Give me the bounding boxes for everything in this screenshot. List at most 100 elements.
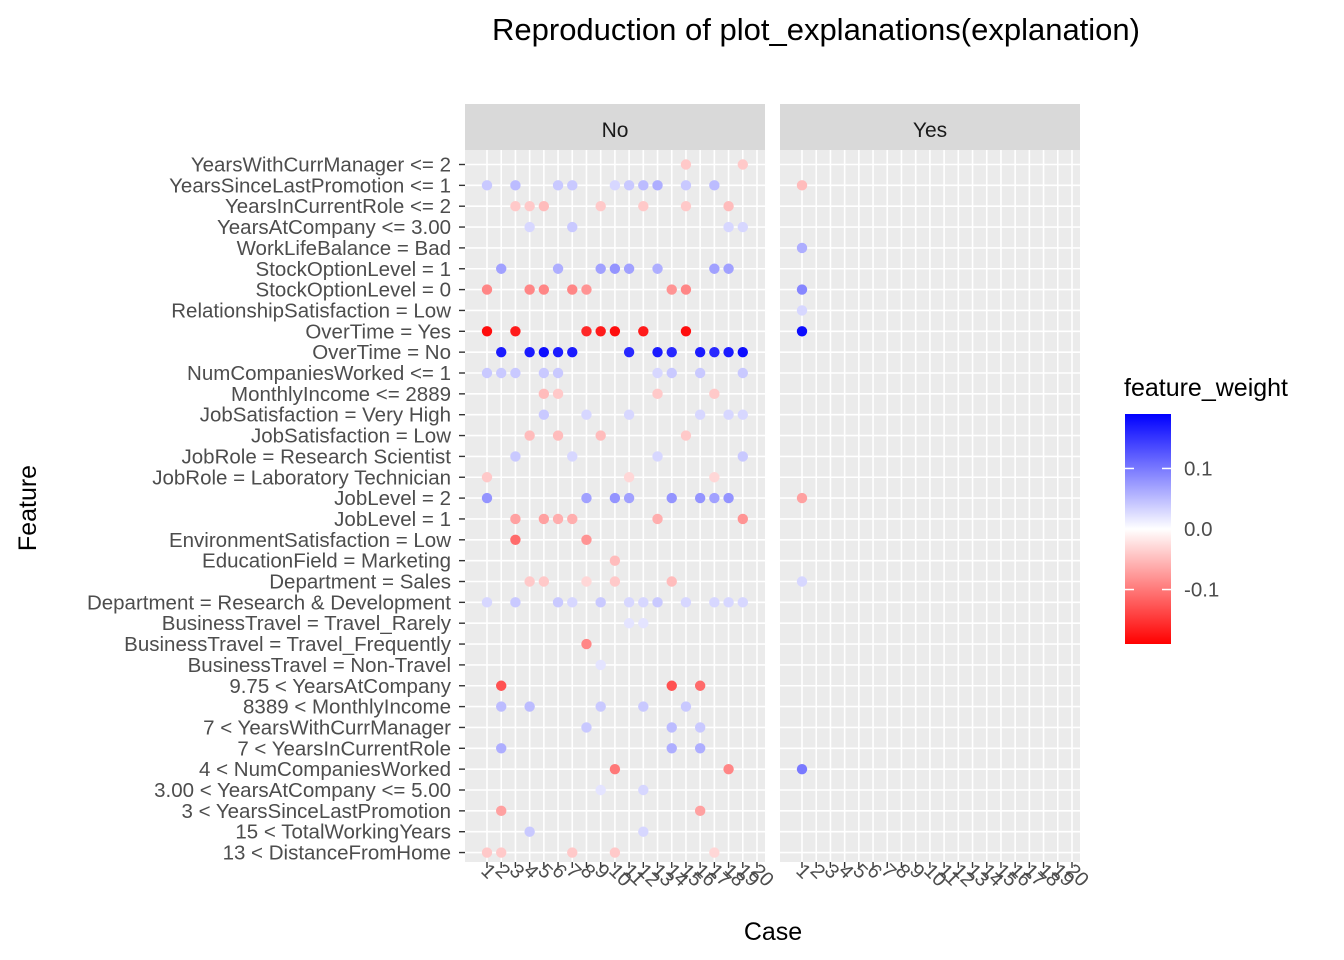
data-point	[796, 492, 808, 504]
data-point	[723, 763, 734, 775]
y-tick-label: 9.75 < YearsAtCompany	[229, 675, 451, 698]
data-point	[638, 784, 649, 796]
data-point	[737, 451, 748, 462]
data-point	[538, 346, 550, 358]
data-point	[567, 597, 578, 608]
data-point	[623, 346, 635, 358]
data-point	[638, 180, 649, 191]
data-point	[796, 180, 808, 191]
data-point	[652, 388, 663, 400]
data-point	[567, 346, 578, 358]
data-point	[723, 492, 734, 504]
data-point	[510, 513, 521, 525]
y-tick-label: OverTime = Yes	[305, 320, 451, 343]
data-point	[496, 346, 507, 358]
data-point	[481, 597, 493, 608]
data-point	[723, 221, 734, 233]
data-point	[552, 430, 564, 441]
data-point	[737, 221, 748, 233]
data-point	[652, 513, 663, 525]
y-tick-label: BusinessTravel = Travel_Rarely	[162, 612, 452, 635]
data-point	[796, 305, 808, 316]
data-point	[666, 722, 677, 733]
data-point	[638, 618, 649, 629]
data-point	[496, 680, 507, 691]
y-tick-label: YearsSinceLastPromotion <= 1	[169, 174, 451, 197]
data-point	[709, 388, 720, 400]
data-point	[638, 201, 649, 212]
data-point	[538, 388, 550, 400]
data-point	[737, 346, 748, 358]
y-tick-label: YearsInCurrentRole <= 2	[225, 195, 451, 218]
data-point	[581, 722, 592, 733]
data-point	[694, 805, 706, 817]
data-point	[567, 513, 578, 525]
data-point	[737, 409, 748, 420]
data-point	[538, 367, 550, 379]
color-legend: feature_weight 0.1 0.0 -0.1	[1124, 374, 1288, 644]
data-point	[680, 597, 692, 608]
data-point	[652, 451, 663, 462]
data-point	[595, 784, 606, 796]
y-tick-label: StockOptionLevel = 1	[256, 258, 451, 281]
data-point	[510, 451, 521, 462]
data-point	[623, 263, 635, 274]
data-point	[567, 180, 578, 191]
data-point	[737, 513, 748, 525]
facet-strip-label: No	[602, 119, 629, 142]
y-tick-label: YearsAtCompany <= 3.00	[217, 216, 451, 239]
data-point	[481, 492, 493, 504]
data-point	[510, 201, 521, 212]
data-point	[723, 346, 734, 358]
y-tick-label: 7 < YearsWithCurrManager	[203, 716, 451, 739]
data-point	[510, 597, 521, 608]
data-point	[680, 326, 692, 337]
data-point	[567, 284, 578, 295]
facet-strip	[780, 104, 1080, 150]
data-point	[666, 346, 677, 358]
data-point	[552, 513, 564, 525]
data-point	[652, 263, 663, 274]
data-point	[680, 159, 692, 170]
data-point	[567, 847, 578, 858]
data-point	[638, 701, 649, 712]
data-point	[481, 326, 493, 337]
data-point	[481, 367, 493, 379]
data-point	[694, 492, 706, 504]
data-point	[723, 263, 734, 274]
data-point	[623, 409, 635, 420]
data-point	[567, 451, 578, 462]
y-tick-label: EducationField = Marketing	[202, 550, 451, 573]
data-point	[510, 367, 521, 379]
data-point	[524, 826, 535, 837]
y-tick-label: JobRole = Laboratory Technician	[152, 466, 451, 489]
data-point	[609, 180, 621, 191]
data-point	[595, 597, 606, 608]
y-axis-title: Feature	[14, 465, 42, 551]
data-point	[481, 847, 493, 858]
y-tick-label: Department = Research & Development	[87, 591, 451, 614]
legend-ticks: 0.1 0.0 -0.1	[1125, 457, 1219, 602]
data-point	[581, 576, 592, 587]
data-point	[737, 367, 748, 379]
y-tick-label: JobSatisfaction = Very High	[200, 404, 451, 427]
data-point	[694, 346, 706, 358]
data-point	[510, 180, 521, 191]
data-point	[581, 638, 592, 650]
data-point	[723, 409, 734, 420]
data-point	[638, 326, 649, 337]
data-point	[595, 701, 606, 712]
data-point	[609, 555, 621, 566]
data-point	[796, 763, 808, 775]
data-point	[609, 492, 621, 504]
data-point	[481, 472, 493, 483]
data-point	[666, 367, 677, 379]
facet-strip-label: Yes	[913, 119, 947, 142]
data-point	[609, 763, 621, 775]
data-point	[581, 492, 592, 504]
data-point	[496, 701, 507, 712]
gridlines	[780, 150, 1080, 862]
data-point	[609, 326, 621, 337]
